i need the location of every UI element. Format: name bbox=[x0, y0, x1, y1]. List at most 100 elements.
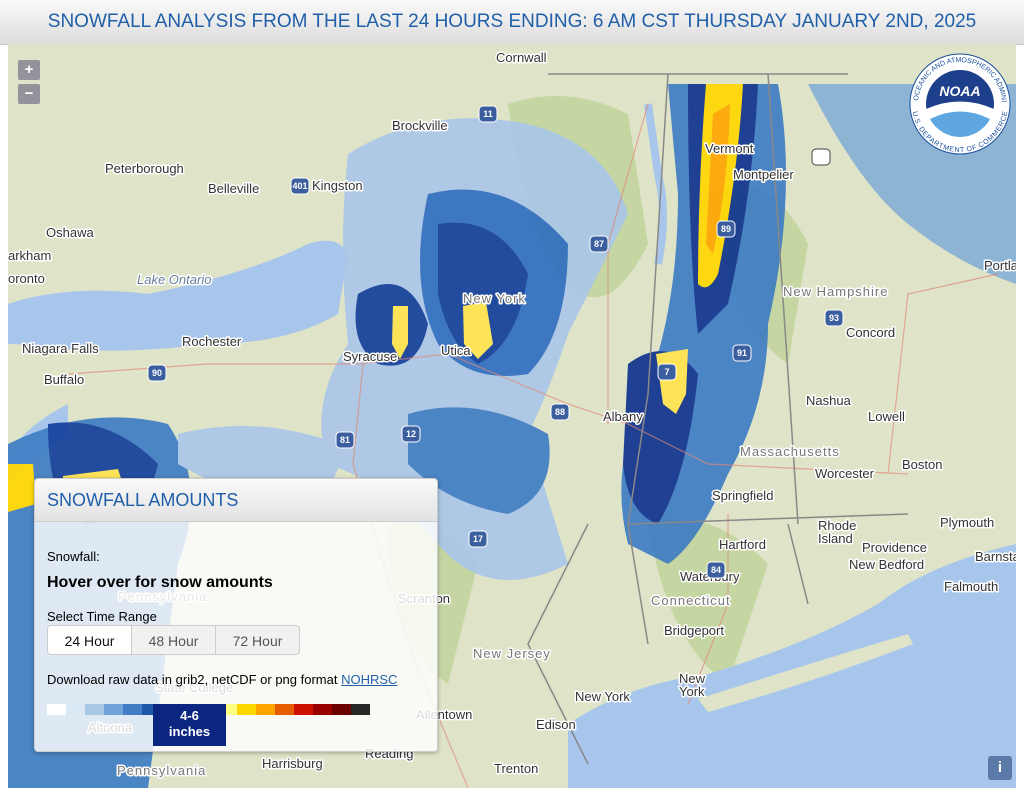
place-label: York bbox=[679, 684, 705, 699]
place-label: New bbox=[679, 671, 706, 686]
legend-swatch bbox=[332, 704, 351, 715]
lake-ontario bbox=[8, 240, 348, 351]
shield bbox=[478, 105, 498, 123]
place-label: New Hampshire bbox=[783, 284, 888, 299]
legend-swatch bbox=[142, 704, 161, 715]
place-label: Plymouth bbox=[940, 515, 994, 530]
shield bbox=[811, 148, 831, 166]
zoom-in[interactable]: + bbox=[18, 60, 40, 80]
shield-number: 12 bbox=[406, 429, 416, 439]
noaa-logo: NATIONAL OCEANIC AND ATMOSPHERIC ADMINIS… bbox=[909, 53, 1011, 155]
header-title: SNOWFALL ANALYSIS FROM THE LAST 24 HOURS… bbox=[0, 0, 1024, 45]
place-label: Bridgeport bbox=[664, 623, 724, 638]
place-label: Pennsylvania bbox=[117, 763, 206, 778]
panel-title: SNOWFALL AMOUNTS bbox=[35, 479, 437, 522]
shield-number: 81 bbox=[340, 435, 350, 445]
place-label: Niagara Falls bbox=[22, 341, 99, 356]
shield bbox=[290, 177, 310, 195]
shield-number: 89 bbox=[721, 224, 731, 234]
info-button[interactable]: i bbox=[988, 756, 1012, 780]
place-label: Rhode bbox=[818, 518, 856, 533]
place-label: New Jersey bbox=[473, 646, 551, 661]
place-label: Kingston bbox=[312, 178, 363, 193]
place-label: Oshawa bbox=[46, 225, 94, 240]
place-label: Boston bbox=[902, 457, 942, 472]
place-label: Montpelier bbox=[733, 167, 794, 182]
place-label: oronto bbox=[8, 271, 45, 286]
place-label: Providence bbox=[862, 540, 927, 555]
ontario-land bbox=[8, 104, 338, 244]
legend-tooltip: 4-6 inches bbox=[153, 704, 226, 746]
legend-swatch bbox=[47, 704, 66, 715]
shield bbox=[732, 344, 752, 362]
tooltip-unit: inches bbox=[168, 724, 211, 739]
legend-swatch bbox=[218, 704, 237, 715]
shield-number: 2 bbox=[818, 152, 823, 162]
place-label: Cornwall bbox=[496, 50, 547, 65]
place-label: Syracuse bbox=[343, 349, 397, 364]
legend-swatch bbox=[85, 704, 104, 715]
place-label: Edison bbox=[536, 717, 576, 732]
range-button[interactable]: 72 Hour bbox=[215, 625, 300, 655]
place-label: Rochester bbox=[182, 334, 242, 349]
place-label: Brockville bbox=[392, 118, 448, 133]
forest bbox=[388, 96, 808, 684]
legend-swatch bbox=[237, 704, 256, 715]
place-label: Nashua bbox=[806, 393, 852, 408]
map-layers bbox=[8, 44, 1016, 788]
shield bbox=[824, 309, 844, 327]
shield-number: 91 bbox=[737, 348, 747, 358]
shield bbox=[657, 363, 677, 381]
place-label: Utica bbox=[441, 343, 471, 358]
shield-number: 7 bbox=[664, 367, 669, 377]
place-label: Concord bbox=[846, 325, 895, 340]
legend-swatch bbox=[313, 704, 332, 715]
place-label: Lowell bbox=[868, 409, 905, 424]
place-label: Worcester bbox=[815, 466, 875, 481]
place-label: Falmouth bbox=[944, 579, 998, 594]
place-label: arkham bbox=[8, 248, 51, 263]
download-text: Download raw data in grib2, netCDF or pn… bbox=[47, 672, 338, 687]
place-label: Peterborough bbox=[105, 161, 184, 176]
hover-text: Hover over for snow amounts bbox=[47, 574, 273, 591]
legend-swatch bbox=[104, 704, 123, 715]
range-label: Select Time Range bbox=[47, 609, 157, 624]
legend-swatch bbox=[256, 704, 275, 715]
place-label: Harrisburg bbox=[262, 756, 323, 771]
shield bbox=[716, 220, 736, 238]
legend-swatch bbox=[294, 704, 313, 715]
ocean bbox=[568, 544, 1016, 788]
shield bbox=[706, 561, 726, 579]
place-label: Island bbox=[818, 531, 853, 546]
legend-swatch bbox=[66, 704, 85, 715]
shield-number: 17 bbox=[473, 534, 483, 544]
state-borders bbox=[527, 73, 909, 765]
legend-swatch bbox=[123, 704, 142, 715]
zoom-out[interactable]: − bbox=[18, 84, 40, 104]
nohrsc-link[interactable]: NOHRSC bbox=[341, 672, 398, 687]
shield-number: 87 bbox=[594, 239, 604, 249]
place-label: Massachusetts bbox=[740, 444, 840, 459]
range-button[interactable]: 48 Hour bbox=[131, 625, 216, 655]
place-label: Lake Ontario bbox=[137, 272, 211, 287]
shield-number: 11 bbox=[483, 109, 493, 119]
place-label: Connecticut bbox=[651, 593, 731, 608]
shield bbox=[550, 403, 570, 421]
place-label: Portla bbox=[984, 258, 1016, 273]
legend-swatch bbox=[351, 704, 370, 715]
legend-swatch bbox=[275, 704, 294, 715]
logo-text: NOAA bbox=[939, 83, 980, 99]
download-line: Download raw data in grib2, netCDF or pn… bbox=[47, 672, 397, 687]
shield-number: 84 bbox=[711, 565, 721, 575]
shield bbox=[468, 530, 488, 548]
place-label: Hartford bbox=[719, 537, 766, 552]
place-label: Belleville bbox=[208, 181, 259, 196]
range-button[interactable]: 24 Hour bbox=[47, 625, 132, 655]
tooltip-value: 4-6 bbox=[180, 708, 199, 723]
shield bbox=[401, 425, 421, 443]
snowfall-label: Snowfall: bbox=[47, 549, 100, 564]
place-label: Vermont bbox=[705, 141, 754, 156]
land-north bbox=[8, 44, 1016, 74]
shield-number: 401 bbox=[292, 181, 307, 191]
